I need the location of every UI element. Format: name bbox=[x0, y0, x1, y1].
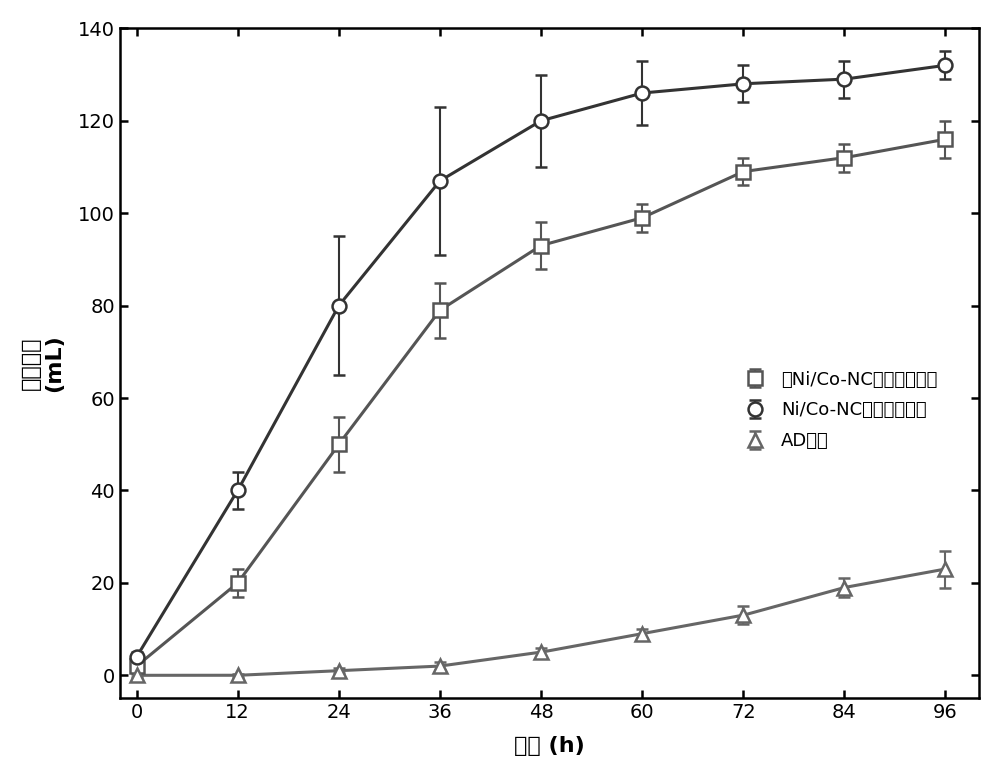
Legend: 无Ni/Co-NC修饰阴极系统, Ni/Co-NC修饰阴极系统, AD系统: 无Ni/Co-NC修饰阴极系统, Ni/Co-NC修饰阴极系统, AD系统 bbox=[737, 364, 944, 457]
Y-axis label: 甲烷体积
(mL): 甲烷体积 (mL) bbox=[21, 335, 64, 392]
X-axis label: 时间 (h): 时间 (h) bbox=[514, 736, 585, 756]
